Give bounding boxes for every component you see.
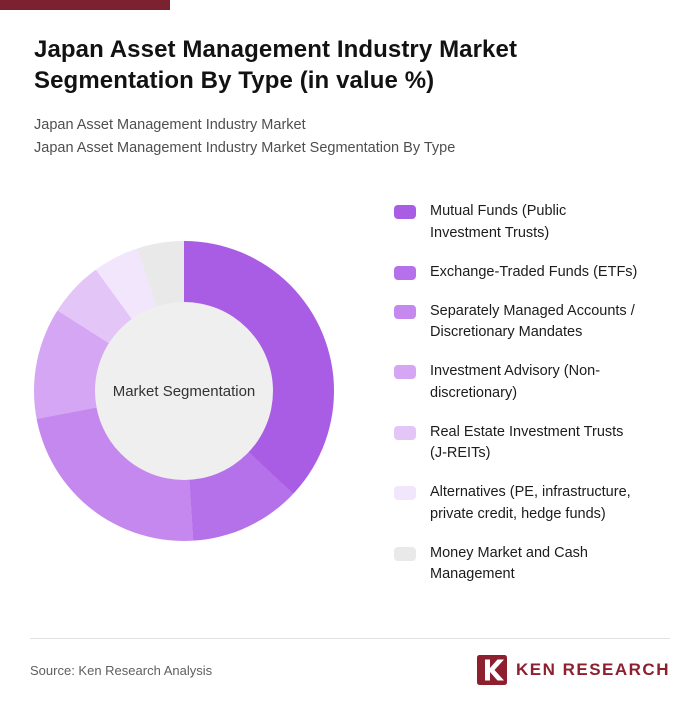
chart-section: Market Segmentation Mutual Funds (Public…	[34, 199, 662, 603]
subtitle-line-2: Japan Asset Management Industry Market S…	[34, 139, 456, 156]
legend-item: Money Market and Cash Management	[394, 543, 662, 587]
legend-item: Mutual Funds (Public Investment Trusts)	[394, 201, 662, 245]
footer: Source: Ken Research Analysis KEN RESEAR…	[0, 639, 700, 711]
logo-text: KEN RESEARCH	[515, 660, 670, 679]
legend-label: Real Estate Investment Trusts (J-REITs)	[430, 423, 624, 462]
subtitle-line-1: Japan Asset Management Industry Market	[34, 117, 306, 134]
ken-research-logo: KEN RESEARCH	[476, 655, 670, 685]
legend-label: Investment Advisory (Non- discretionary)	[430, 363, 601, 401]
legend-item: Real Estate Investment Trusts (J-REITs)	[394, 422, 662, 466]
legend-swatch	[394, 486, 416, 501]
legend-swatch	[394, 265, 416, 280]
accent-bar	[0, 0, 170, 10]
legend-label: Money Market and Cash Management	[430, 544, 588, 583]
legend-label: Mutual Funds (Public Investment Trusts)	[430, 203, 567, 242]
footer-divider	[30, 638, 670, 639]
legend-label: Separately Managed Accounts / Discretion…	[430, 302, 635, 341]
legend-swatch	[394, 546, 416, 561]
page-title: Japan Asset Management Industry Market S…	[34, 36, 518, 95]
legend-item: Separately Managed Accounts / Discretion…	[394, 301, 662, 345]
source-text: Source: Ken Research Analysis	[30, 662, 213, 678]
legend: Mutual Funds (Public Investment Trusts) …	[394, 199, 662, 603]
legend-item: Exchange-Traded Funds (ETFs)	[394, 262, 662, 284]
subtitle-block: Japan Asset Management Industry Market J…	[34, 114, 662, 159]
donut-chart: Market Segmentation	[34, 241, 334, 542]
legend-label: Exchange-Traded Funds (ETFs)	[430, 263, 638, 280]
legend-label: Alternatives (PE, infrastructure, privat…	[430, 484, 631, 522]
legend-swatch	[394, 205, 416, 220]
legend-swatch	[394, 425, 416, 440]
legend-item: Investment Advisory (Non- discretionary)	[394, 361, 662, 405]
legend-swatch	[394, 365, 416, 380]
content-area: Japan Asset Management Industry Market S…	[34, 36, 662, 603]
ken-research-logo-mark-icon	[476, 655, 507, 685]
legend-item: Alternatives (PE, infrastructure, privat…	[394, 482, 662, 526]
legend-swatch	[394, 304, 416, 319]
donut-center: Market Segmentation	[95, 302, 273, 481]
donut-center-label: Market Segmentation	[112, 382, 256, 400]
footer-section: Source: Ken Research Analysis KEN RESEAR…	[0, 638, 700, 711]
